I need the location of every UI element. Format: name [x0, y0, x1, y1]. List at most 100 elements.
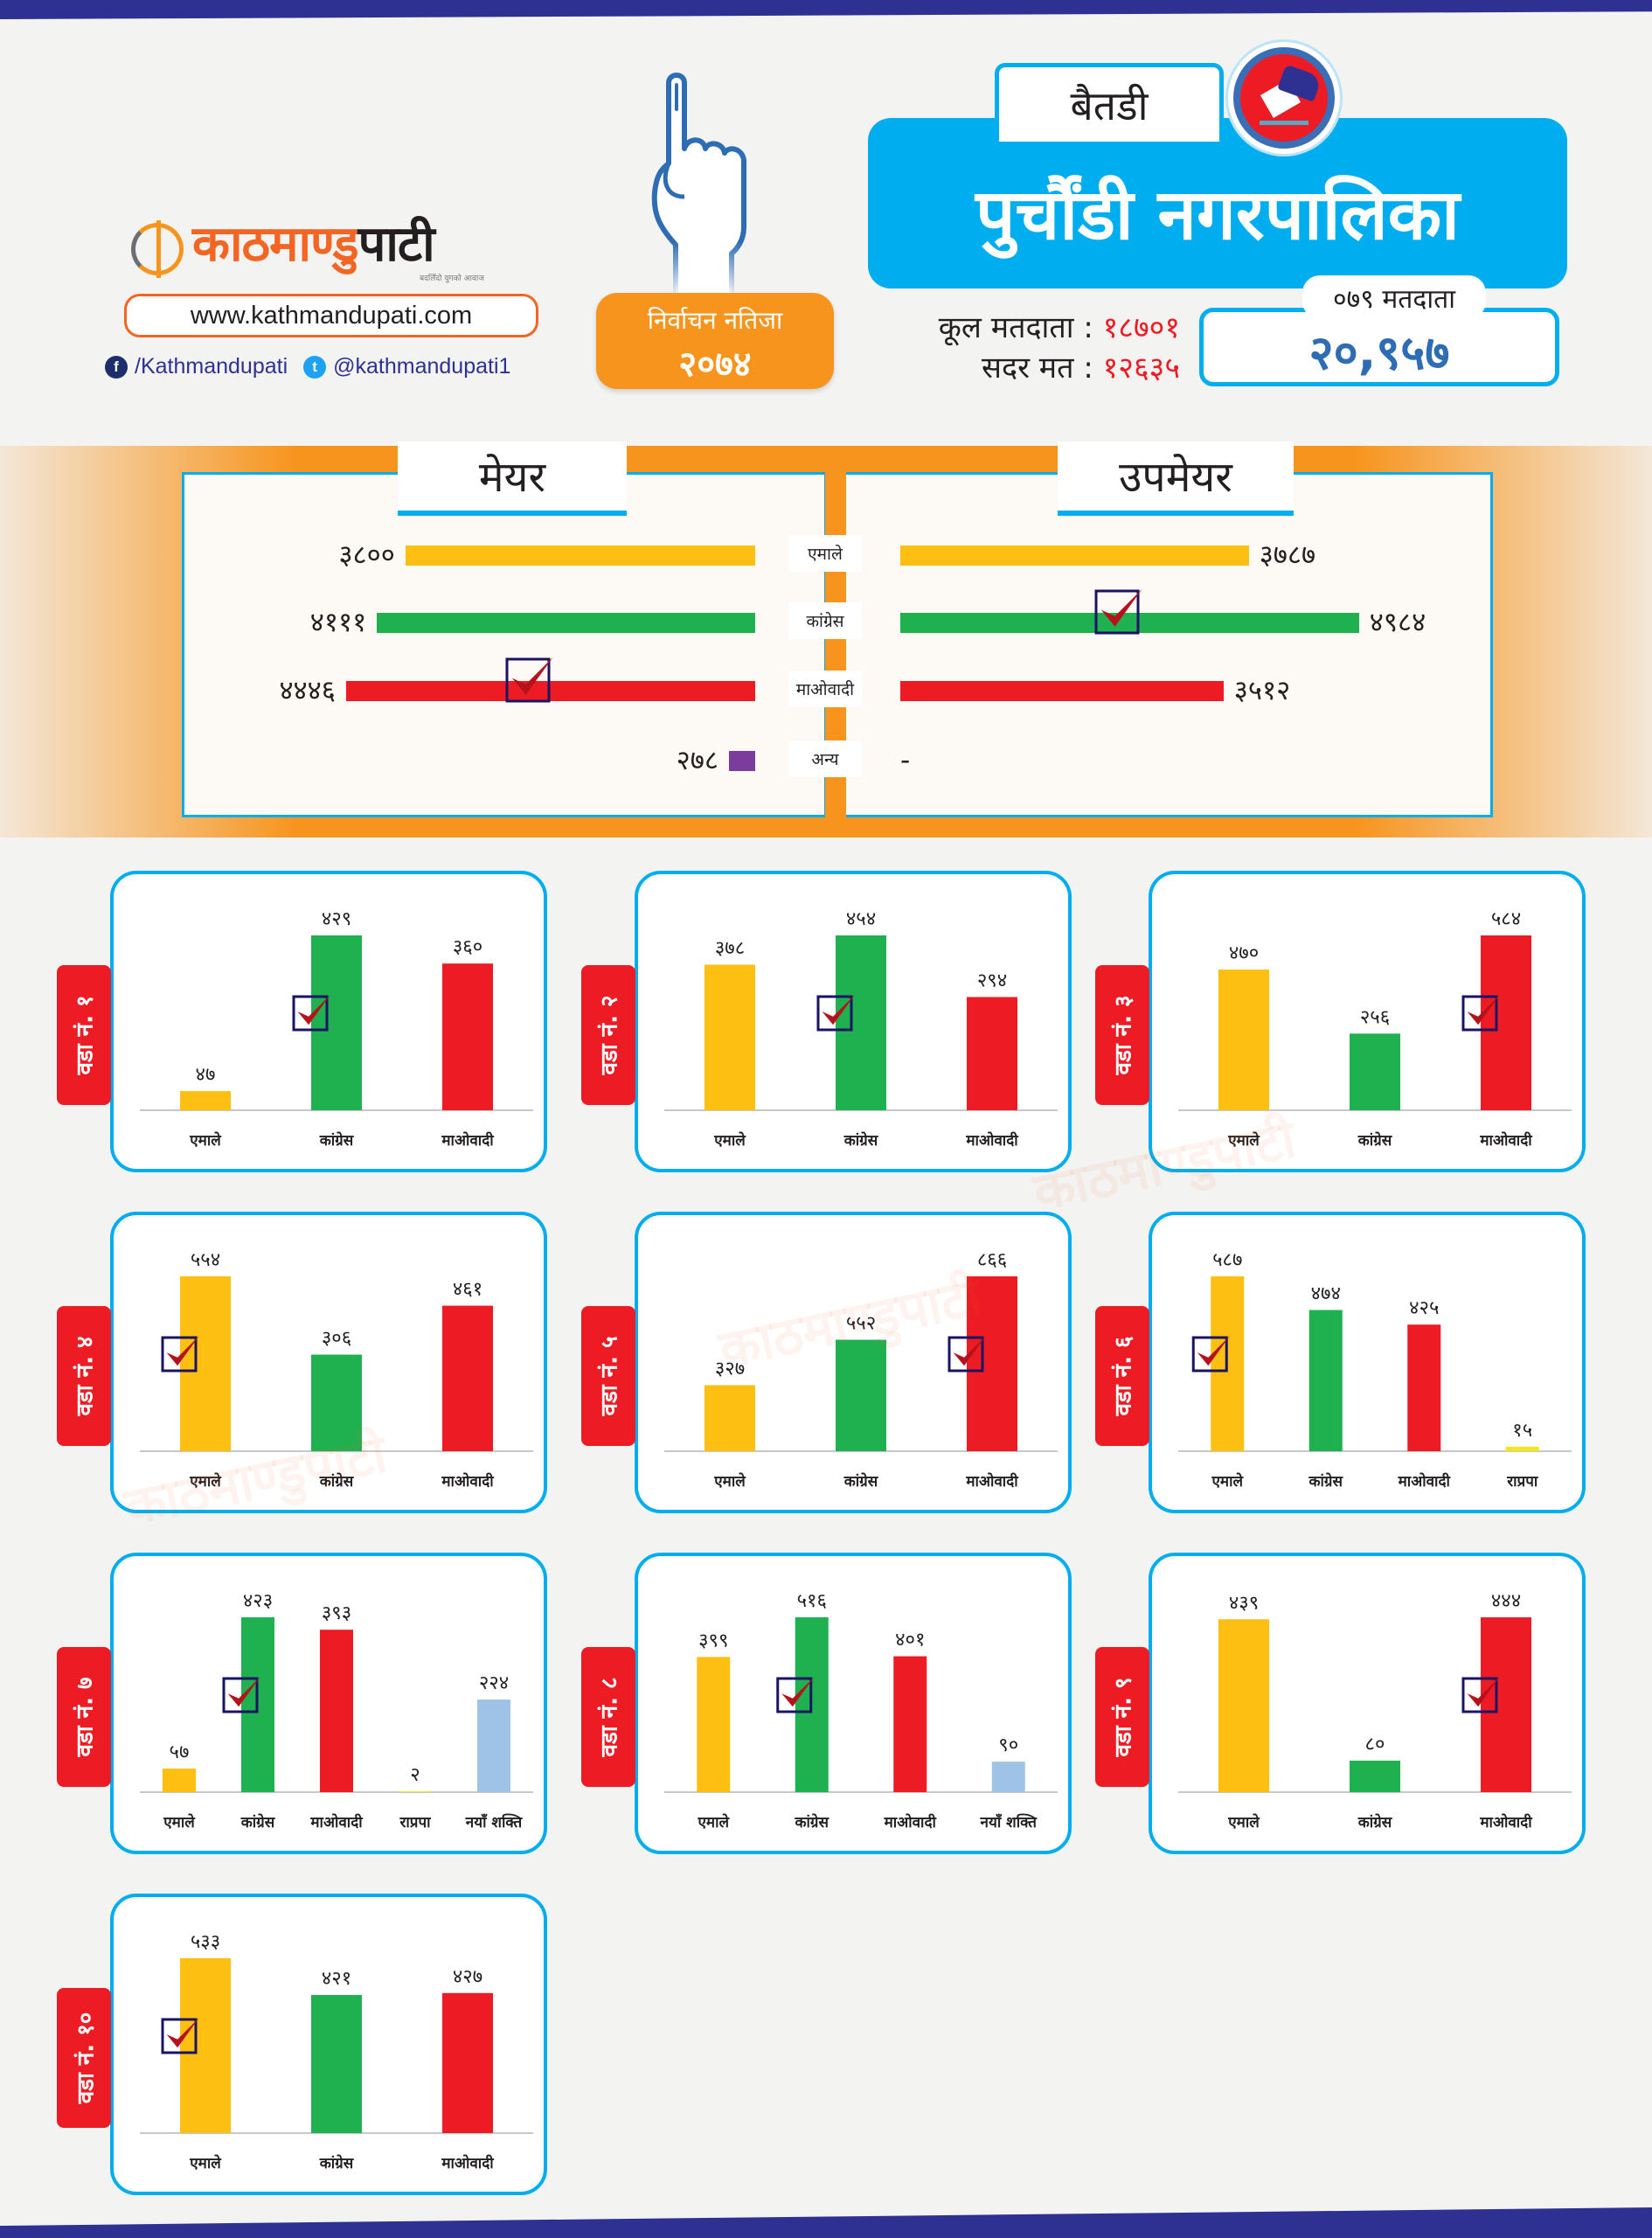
category-label: एमाले [713, 1131, 746, 1150]
category-label: कांग्रेस [843, 1131, 879, 1150]
ward-bar-chart: ५५४ एमाले ३०६ कांग्रेस ४६१ माओवादी [140, 1249, 533, 1491]
twitter-handle[interactable]: @kathmandupati1 [333, 354, 511, 379]
valid-votes-label: सदर मत : [982, 351, 1093, 386]
bottom-band [0, 2207, 1652, 2238]
municipality-title: पुर्चौंडी नगरपालिका [868, 118, 1567, 288]
bar-value-label: २९४ [977, 970, 1007, 991]
mayor-bar-other [729, 751, 755, 771]
deputy-value-maoist: ३५१२ [1233, 675, 1291, 706]
bar-congress [311, 1995, 362, 2133]
voters-079-label: ०७९ मतदाता [1302, 275, 1486, 319]
bar-naya_shakti [991, 1762, 1025, 1792]
website-link[interactable]: www.kathmandupati.com [124, 294, 538, 337]
party-label: कांग्रेस [788, 602, 862, 639]
bar-uml [180, 1276, 231, 1451]
ward-number-text: वडा नं. १० [73, 2012, 99, 2104]
deputy-bar-uml [900, 546, 1249, 566]
bar-value-label: ५५४ [191, 1249, 220, 1271]
bar-value-label: ४७० [1229, 942, 1259, 964]
bar-value-label: ८० [1365, 1734, 1385, 1755]
ward-card: वडा नं. ९ ४३९ एमाले ८० कांग्रेस ४४४ माओवादी [1095, 1553, 1586, 1854]
ward-number-text: वडा नं. १ [73, 995, 99, 1075]
category-label: माओवादी [965, 1131, 1018, 1150]
bar-value-label: ३९९ [698, 1630, 728, 1651]
category-label: एमाले [1227, 1813, 1260, 1831]
party-label: अन्य [788, 740, 862, 777]
category-label: कांग्रेस [794, 1813, 829, 1831]
winner-check-icon [292, 995, 330, 1032]
ward-card: वडा नं. ४ ५५४ एमाले ३०६ कांग्रेस ४६१ माओवादी [57, 1212, 547, 1513]
category-label: कांग्रेस [319, 1472, 355, 1491]
winner-check-icon [222, 1677, 260, 1713]
deputy-value-congress: ४९८४ [1369, 607, 1426, 638]
bar-value-label: ५८४ [1491, 908, 1521, 930]
voter-stats: कूल मतदाता : १८७०१ सदर मत : १२६३५ [865, 308, 1180, 388]
ward-bar-chart: ३२७ एमाले ५५२ कांग्रेस ८६६ माओवादी [664, 1249, 1058, 1491]
ward-number-text: वडा नं. ३ [1111, 995, 1137, 1075]
winner-check-icon [816, 995, 855, 1032]
bar-value-label: ३९३ [322, 1602, 351, 1624]
category-label: कांग्रेस [1308, 1472, 1343, 1491]
bar-value-label: ४२१ [322, 1968, 351, 1990]
brand-name: काठमाण्डुपाटी [192, 214, 435, 275]
bar-maoist [1481, 1617, 1531, 1792]
valid-votes-row: सदर मत : १२६३५ [865, 348, 1180, 388]
ward-number-badge: वडा नं. ६ [1095, 1306, 1149, 1446]
bar-congress [836, 1339, 886, 1451]
bar-value-label: ४०१ [895, 1630, 925, 1651]
mayor-bar-uml [405, 546, 755, 566]
category-label: राप्रपा [1506, 1473, 1538, 1491]
bar-maoist [1481, 935, 1531, 1110]
bar-congress [1308, 1310, 1343, 1451]
social-links: f /Kathmandupati t @kathmandupati1 [105, 354, 510, 379]
bar-value-label: ४४४ [1491, 1590, 1521, 1612]
ward-card: वडा नं. २ ३७८ एमाले ४५४ कांग्रेस २९४ माओवादी [581, 871, 1072, 1172]
deputy-winner-mark [1094, 588, 1142, 635]
total-voters-row: कूल मतदाता : १८७०१ [865, 308, 1180, 348]
bar-uml [163, 1769, 196, 1792]
ward-bar-chart: ५३३ एमाले ४२१ कांग्रेस ४२७ माओवादी [140, 1931, 533, 2172]
ward-number-text: वडा नं. ७ [73, 1677, 99, 1757]
deputy-mayor-panel [843, 472, 1493, 817]
bar-uml [705, 1385, 755, 1451]
mayor-value-congress: ४१११ [309, 607, 367, 638]
bar-maoist [320, 1630, 353, 1792]
election-result-badge: निर्वाचन नतिजा २०७४ [596, 293, 834, 389]
ward-number-text: वडा नं. २ [597, 995, 623, 1075]
mayor-bar-congress [377, 613, 755, 633]
bar-rpp [399, 1791, 432, 1792]
bar-value-label: ४५४ [846, 908, 876, 930]
bar-value-label: ५७ [170, 1741, 190, 1763]
category-label: कांग्रेस [319, 1131, 355, 1150]
winner-check-icon [776, 1677, 815, 1713]
bar-value-label: ४६१ [453, 1279, 482, 1301]
category-label: एमाले [189, 1131, 222, 1150]
bar-value-label: ५५२ [846, 1313, 876, 1335]
winner-check-icon [1461, 995, 1500, 1032]
winner-check-icon [1191, 1336, 1231, 1373]
bar-value-label: ४२५ [1409, 1297, 1439, 1319]
party-label: माओवादी [788, 671, 862, 707]
brand-tagline: बदलिँदो युगको आवाज [420, 275, 484, 283]
ward-number-badge: वडा नं. ३ [1095, 965, 1149, 1105]
bar-value-label: ३७८ [715, 937, 745, 959]
ward-number-badge: वडा नं. ५ [581, 1306, 635, 1446]
winner-check-icon [505, 657, 553, 703]
ward-bar-chart: ३७८ एमाले ४५४ कांग्रेस २९४ माओवादी [664, 908, 1058, 1150]
voting-finger-icon [651, 73, 746, 297]
ward-number-badge: वडा नं. १ [57, 965, 111, 1105]
ward-number-text: वडा नं. ६ [1111, 1336, 1137, 1416]
category-label: एमाले [189, 1472, 222, 1491]
bar-congress [311, 935, 362, 1110]
bar-value-label: २२४ [479, 1672, 509, 1694]
winner-check-icon [1461, 1677, 1500, 1713]
bar-uml [180, 1091, 231, 1110]
facebook-handle[interactable]: /Kathmandupati [135, 354, 288, 379]
bar-value-label: २५६ [1360, 1006, 1390, 1028]
bar-value-label: ४२७ [453, 1966, 482, 1988]
winner-check-icon [161, 2018, 199, 2054]
category-label: एमाले [698, 1813, 731, 1831]
bar-maoist [442, 1992, 493, 2133]
ward-card: वडा नं. १० ५३३ एमाले ४२१ कांग्रेस ४२७ माओवादी [57, 1894, 547, 2195]
ward-number-badge: वडा नं. ७ [57, 1647, 111, 1787]
